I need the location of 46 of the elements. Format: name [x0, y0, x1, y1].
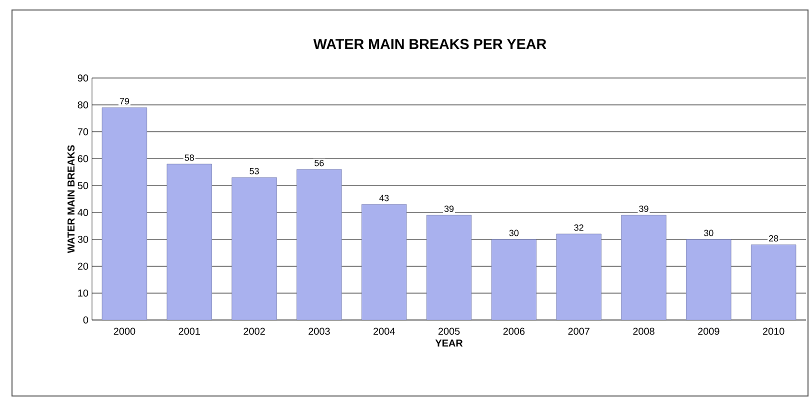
bar: [166, 164, 212, 320]
bar: [491, 239, 537, 320]
y-tick-label: 10: [78, 290, 88, 297]
bar: [621, 214, 666, 320]
chart-title: WATER MAIN BREAKS PER YEAR: [313, 38, 546, 50]
data-label: 32: [574, 224, 584, 231]
data-label: 30: [509, 230, 519, 236]
data-label: 28: [769, 235, 778, 242]
y-tick-label: 40: [78, 208, 88, 216]
bar: [750, 244, 796, 320]
x-tick-label: 2010: [762, 328, 784, 335]
y-tick-label: 30: [78, 236, 88, 243]
y-axis-title: WATER MAIN BREAKS: [68, 145, 75, 254]
x-tick-label: 2000: [114, 328, 136, 335]
x-tick-label: 2009: [698, 328, 720, 335]
y-tick-label: 90: [78, 74, 88, 82]
data-label: 39: [444, 206, 454, 212]
x-axis-title: YEAR: [435, 340, 463, 347]
x-tick-label: 2003: [308, 328, 330, 335]
y-tick-label: 60: [78, 155, 88, 162]
x-tick-label: 2006: [503, 328, 525, 335]
data-label: 56: [314, 160, 324, 166]
bar: [232, 177, 277, 320]
x-tick-label: 2001: [178, 328, 200, 335]
y-tick-label: 50: [78, 182, 88, 190]
data-label: 53: [250, 168, 259, 174]
x-tick-label: 2008: [633, 328, 654, 335]
x-tick-label: 2002: [244, 328, 265, 335]
y-tick-label: 0: [83, 316, 88, 324]
x-tick-label: 2005: [438, 328, 460, 335]
y-tick-label: 80: [78, 101, 88, 108]
bar: [102, 107, 148, 320]
data-label: 43: [379, 194, 389, 202]
x-tick-label: 2007: [568, 328, 590, 335]
bar: [426, 214, 472, 320]
bar: [686, 239, 732, 320]
data-label: 39: [639, 206, 648, 212]
y-tick-label: 20: [78, 262, 88, 270]
data-label: 58: [184, 154, 194, 161]
data-label: 30: [704, 230, 714, 236]
bar: [296, 169, 342, 320]
bar: [362, 204, 407, 320]
bar: [556, 234, 602, 320]
data-label: 79: [120, 98, 130, 104]
x-tick-label: 2004: [374, 328, 395, 335]
y-tick-label: 70: [78, 128, 88, 136]
